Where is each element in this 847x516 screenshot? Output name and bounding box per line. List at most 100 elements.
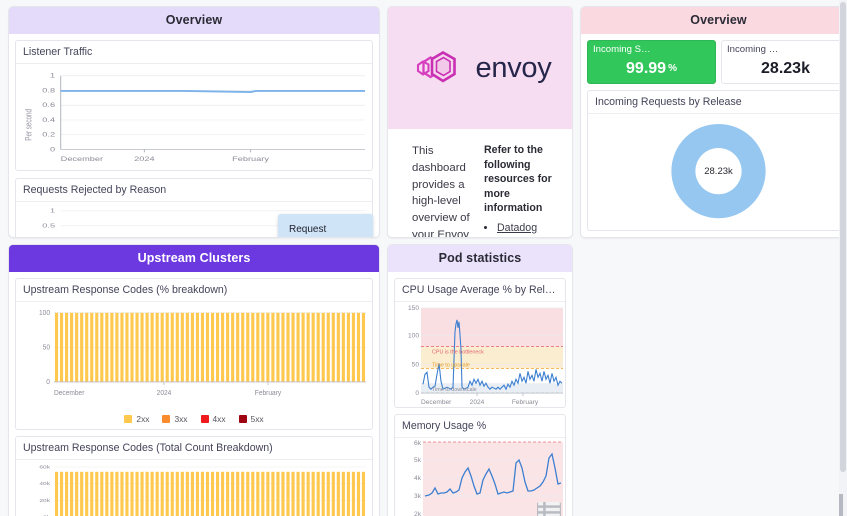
bar[interactable] [80, 471, 84, 516]
bar[interactable] [150, 312, 154, 382]
bar[interactable] [180, 312, 184, 382]
bar[interactable] [311, 471, 315, 516]
bar[interactable] [120, 312, 124, 382]
bar[interactable] [331, 471, 335, 516]
bar[interactable] [261, 471, 265, 516]
bar[interactable] [90, 471, 94, 516]
bar[interactable] [75, 312, 79, 382]
bar[interactable] [120, 471, 124, 516]
bar[interactable] [361, 471, 366, 516]
bar[interactable] [231, 471, 235, 516]
bar[interactable] [135, 471, 139, 516]
bar[interactable] [145, 312, 149, 382]
bar[interactable] [85, 471, 89, 516]
bar[interactable] [221, 312, 225, 382]
bar[interactable] [281, 312, 285, 382]
bar[interactable] [155, 312, 159, 382]
widget-incoming-requests-by-release[interactable]: Incoming Requests by Release 28.23k [587, 90, 847, 231]
bar[interactable] [170, 471, 174, 516]
bar[interactable] [70, 471, 74, 516]
bar[interactable] [296, 471, 300, 516]
bar[interactable] [105, 471, 109, 516]
bar[interactable] [145, 471, 149, 516]
bar[interactable] [351, 312, 355, 382]
bar[interactable] [65, 312, 69, 382]
bar[interactable] [271, 312, 275, 382]
legend-item-5xx[interactable]: 5xx [238, 414, 264, 424]
bar[interactable] [125, 471, 129, 516]
widget-upstream-response-codes-pct[interactable]: Upstream Response Codes (% breakdown) 10… [15, 278, 373, 430]
bar[interactable] [190, 471, 194, 516]
bar[interactable] [105, 312, 109, 382]
bar[interactable] [130, 471, 134, 516]
bar[interactable] [246, 471, 250, 516]
donut-plot[interactable]: 28.23k [588, 114, 847, 230]
bar[interactable] [150, 471, 154, 516]
bar[interactable] [210, 471, 215, 516]
bar[interactable] [95, 312, 99, 382]
bar[interactable] [110, 312, 114, 382]
bar[interactable] [241, 471, 245, 516]
bar[interactable] [140, 312, 144, 382]
bar[interactable] [281, 471, 285, 516]
bar[interactable] [54, 312, 59, 382]
bar[interactable] [256, 312, 260, 382]
widget-upstream-response-codes-total[interactable]: Upstream Response Codes (Total Count Bre… [15, 436, 373, 516]
bar[interactable] [95, 471, 99, 516]
bar[interactable] [85, 312, 89, 382]
memory-usage-plot[interactable]: 6k 5k 4k 3k 2k [395, 438, 565, 516]
bar[interactable] [326, 471, 330, 516]
bar[interactable] [195, 312, 199, 382]
listener-traffic-plot[interactable]: 1 0.8 0.6 0.4 0.2 0 Per second December [16, 64, 372, 170]
bar[interactable] [215, 312, 220, 382]
bar[interactable] [246, 312, 250, 382]
bar[interactable] [110, 471, 114, 516]
bar[interactable] [215, 471, 220, 516]
widget-listener-traffic[interactable]: Listener Traffic 1 0.8 0.6 0.4 [15, 40, 373, 171]
bar[interactable] [286, 471, 290, 516]
bar[interactable] [236, 312, 240, 382]
bar[interactable] [221, 471, 225, 516]
widget-cpu-usage-average[interactable]: CPU Usage Average % by Rele… 150 [394, 278, 566, 408]
bar[interactable] [175, 312, 179, 382]
bar[interactable] [331, 312, 335, 382]
bar[interactable] [311, 312, 315, 382]
bar[interactable] [271, 471, 275, 516]
legend-item-2xx[interactable]: 2xx [124, 414, 149, 424]
bar[interactable] [261, 312, 265, 382]
upstream-pct-plot[interactable]: 100 50 0 December 2024 February [16, 302, 372, 410]
bar[interactable] [80, 312, 84, 382]
bar[interactable] [301, 312, 305, 382]
bar[interactable] [231, 312, 235, 382]
bar[interactable] [346, 471, 350, 516]
bar[interactable] [70, 312, 74, 382]
bar[interactable] [59, 312, 64, 382]
tile-incoming-requests[interactable]: Incoming … 28.23k [721, 40, 847, 84]
bar[interactable] [125, 312, 129, 382]
bar[interactable] [361, 312, 366, 382]
bar[interactable] [190, 312, 194, 382]
bar[interactable] [185, 471, 189, 516]
bar[interactable] [200, 312, 205, 382]
legend-item-3xx[interactable]: 3xx [162, 414, 188, 424]
bar[interactable] [155, 471, 159, 516]
bar[interactable] [165, 471, 169, 516]
bar[interactable] [316, 471, 320, 516]
bar[interactable] [291, 471, 295, 516]
bar[interactable] [291, 312, 295, 382]
bar[interactable] [54, 471, 59, 516]
bar[interactable] [276, 471, 280, 516]
page-scrollbar[interactable] [839, 0, 847, 516]
bar[interactable] [301, 471, 305, 516]
bar[interactable] [170, 312, 174, 382]
bar[interactable] [356, 471, 361, 516]
bar[interactable] [65, 471, 69, 516]
bar[interactable] [226, 312, 230, 382]
widget-requests-rejected-by-reason[interactable]: Requests Rejected by Reason 1 0.5 0 Dece… [15, 178, 373, 237]
bar[interactable] [115, 471, 119, 516]
bar[interactable] [100, 312, 104, 382]
bar[interactable] [165, 312, 169, 382]
bar[interactable] [195, 471, 199, 516]
bar[interactable] [251, 471, 255, 516]
bar[interactable] [135, 312, 139, 382]
